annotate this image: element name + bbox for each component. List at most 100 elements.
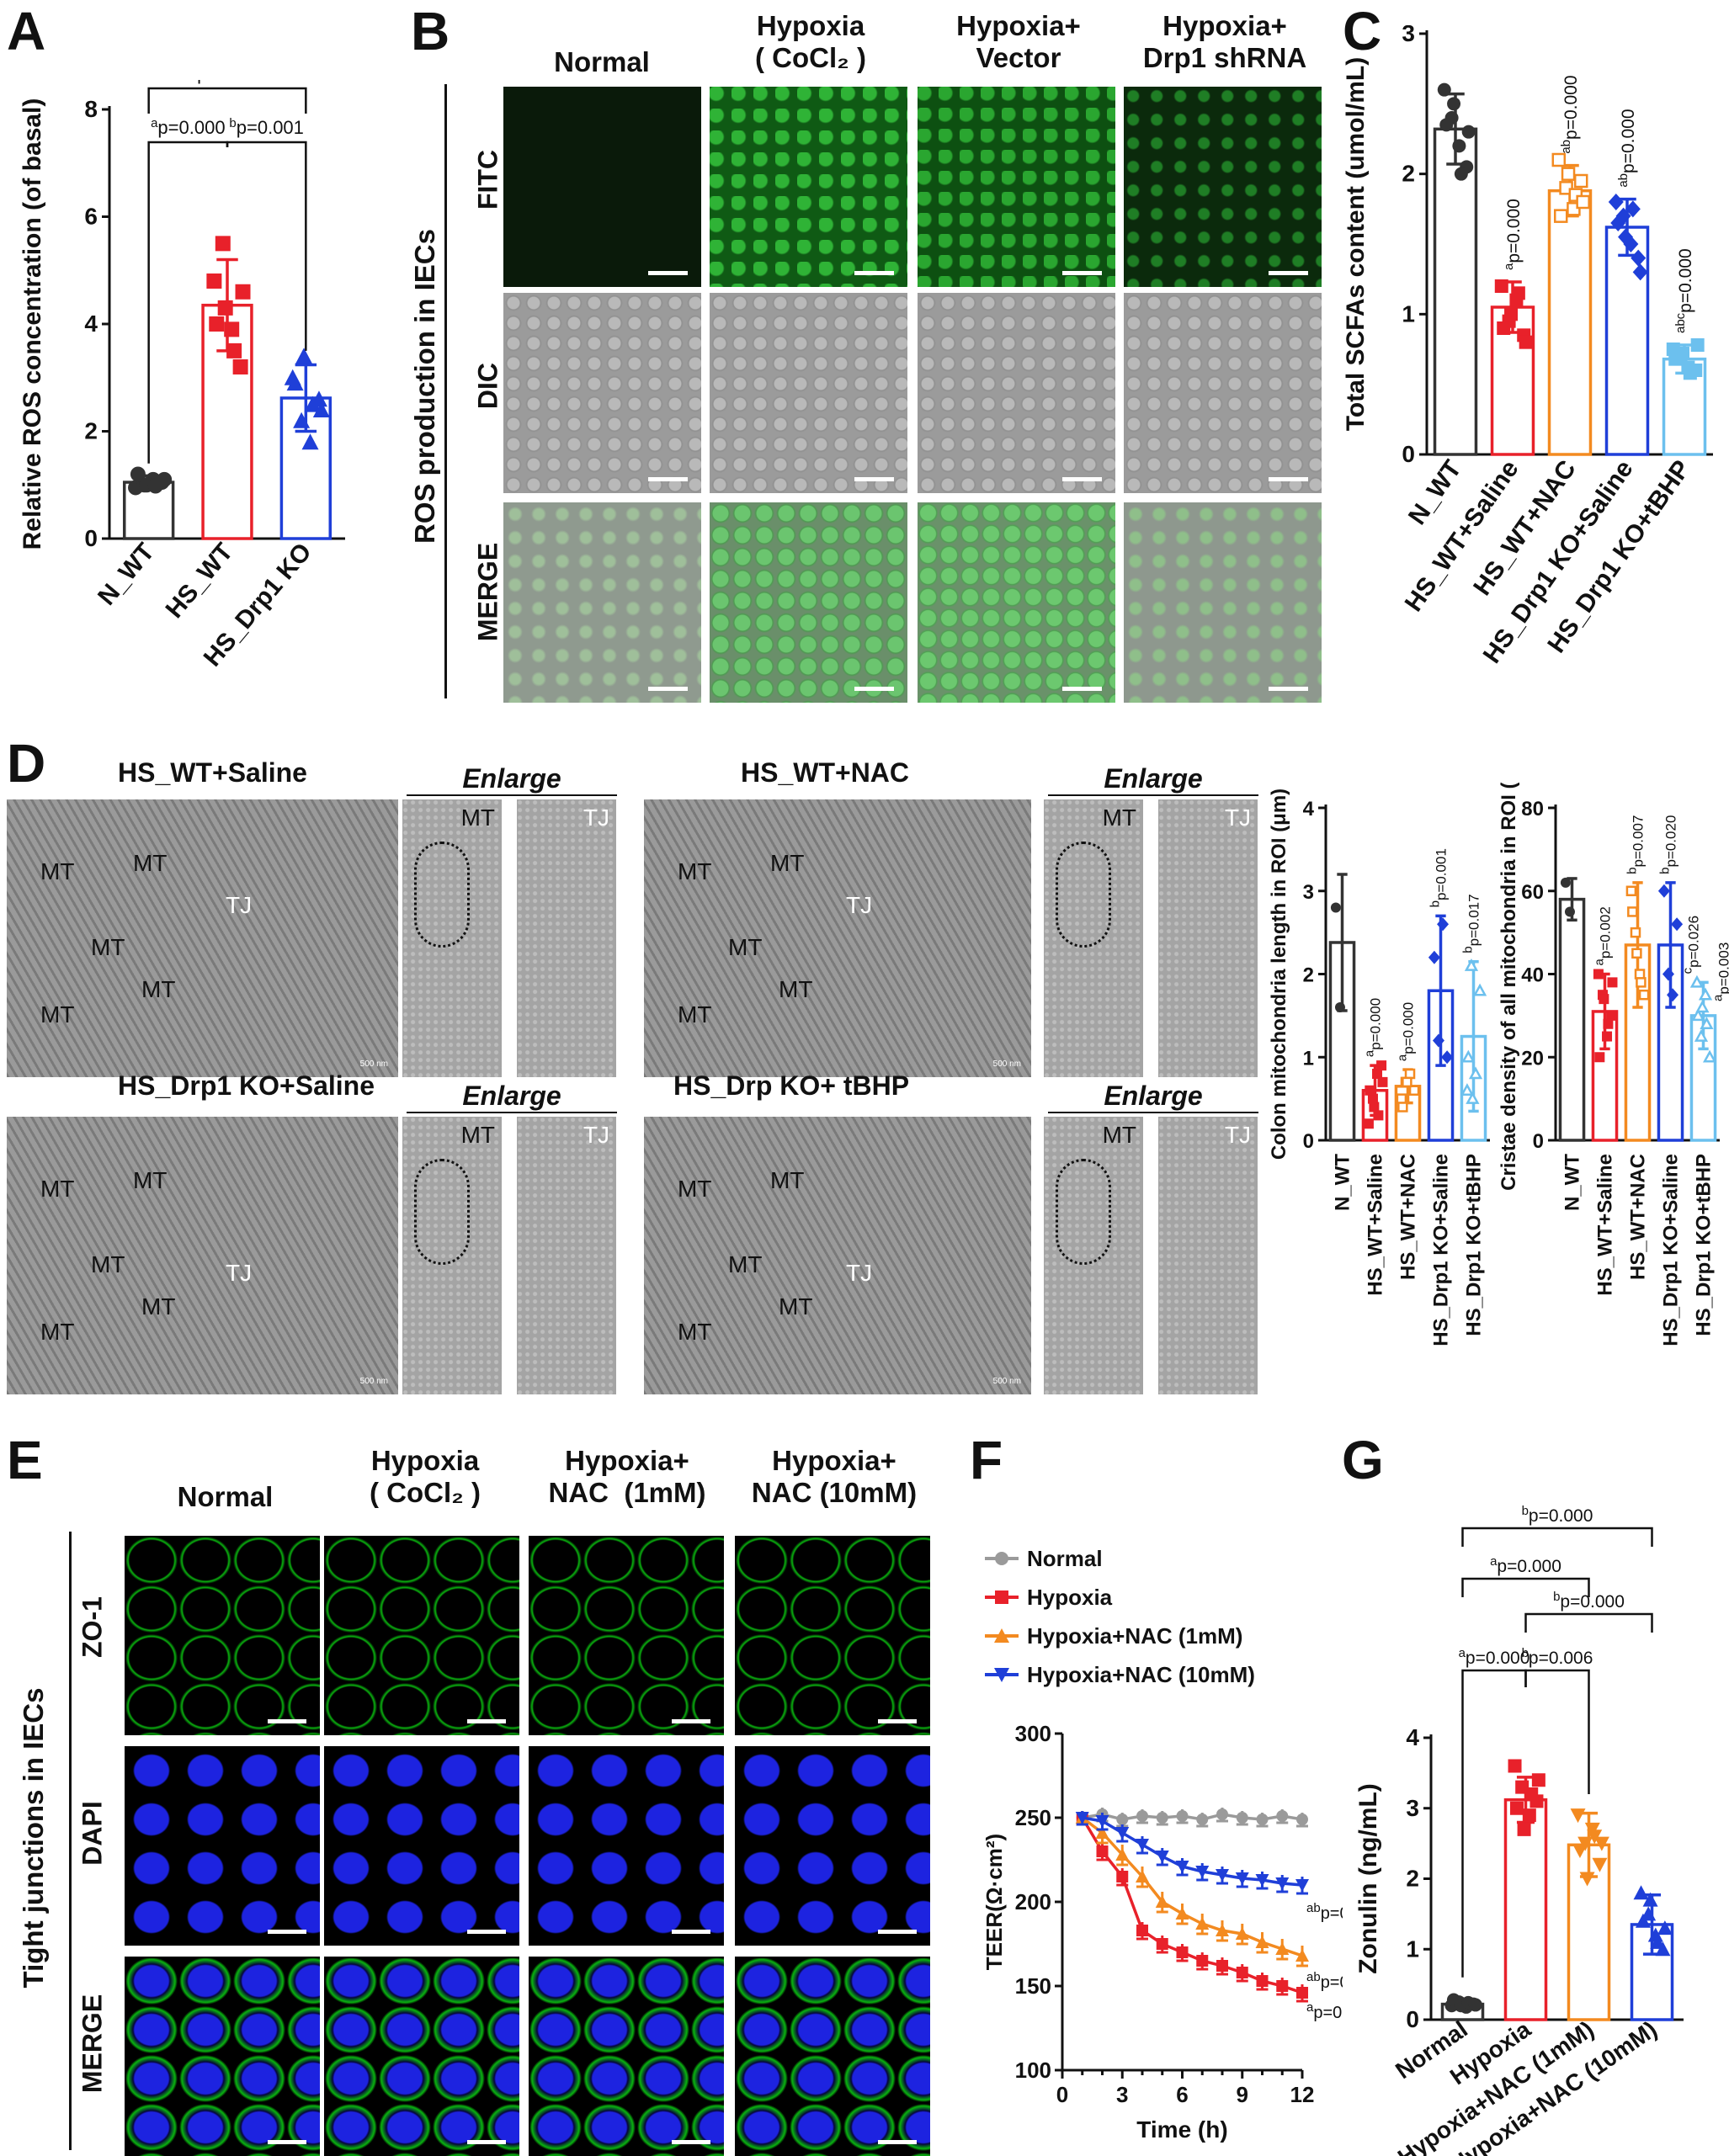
data-point [1363,1118,1374,1129]
data-point [1560,877,1571,888]
dapi-image [529,1746,724,1946]
tem-micrograph: MT MT MT MT MT TJ 500 nm [7,799,398,1077]
p-annotation: abcp=0.000 [1673,248,1696,333]
legend-marker [995,1552,1008,1565]
y-tick-label: 2 [1406,1866,1419,1892]
data-point [1276,1810,1289,1822]
data-point [1683,366,1697,380]
y-tick-label: 80 [1521,798,1544,820]
scale-bar [1269,271,1308,275]
data-point [1437,82,1451,97]
data-point [1632,263,1648,281]
data-point [301,433,319,450]
data-point [130,466,146,482]
data-point [1509,1801,1524,1815]
data-point [1441,1050,1454,1065]
data-point [1522,1808,1536,1823]
mt-label: MT [460,1122,495,1148]
data-point [1625,200,1641,218]
data-point [1650,1934,1666,1949]
dic-image [710,293,907,493]
y-tick-label: 2 [1303,964,1314,987]
tj-label: TJ [583,1122,609,1148]
tj-label: TJ [226,892,253,918]
data-point [1636,977,1647,988]
chart-f: 100 150 200 250 300 0 3 6 9 12 Time (h) TEER(Ω·cm²)… [982,1546,1343,2143]
fitc-image [710,87,907,287]
data-point [206,273,222,289]
p-annotation: bp=0.006 [1522,1646,1593,1669]
data-point [209,316,225,332]
data-point [1275,1942,1290,1955]
zo1-image [529,1536,724,1735]
row-label-merge-e: MERGE [77,1994,108,2094]
p-annotation: bp=0.000 [1553,1590,1625,1612]
series-line-1 [1081,1817,1303,1994]
mitochondria-outline [1056,1159,1111,1265]
scale-bar [878,1719,917,1723]
data-point [1602,1031,1613,1042]
data-point [1236,1967,1248,1978]
merge-image-e [735,1957,930,2156]
merge-image [918,502,1115,703]
y-tick-label: 2 [1402,161,1415,187]
scale-bar [268,2140,306,2144]
data-point [1635,1913,1651,1928]
legend-label: Hypoxia [1027,1585,1113,1610]
mt-label: MT [91,934,125,960]
y-tick-label: 0 [1406,2006,1419,2032]
y-tick-label: 60 [1521,881,1544,904]
y-tick-label: 150 [1015,1973,1051,1999]
mt-label: MT [133,1167,168,1193]
scale-bar [672,1930,710,1934]
mt-label: MT [779,1293,813,1320]
enlarge-mt-image: MT [1044,799,1143,1077]
data-point [1196,1955,1209,1967]
data-point [1694,1028,1709,1042]
data-point [1116,1871,1129,1883]
data-point [1452,139,1466,153]
data-point [1603,1018,1614,1029]
significance-bracket [1461,1527,1653,1547]
x-tick-label: 3 [1116,2082,1128,2107]
data-point [1216,1808,1228,1820]
mt-label: MT [678,858,712,884]
data-point [293,412,311,428]
data-point [1524,1787,1539,1801]
data-point [1606,1010,1617,1021]
data-point [1657,884,1670,898]
y-axis-label: Relative ROS concentration (of basal) [19,98,46,550]
data-point [1115,1848,1130,1861]
y-tick-label: 40 [1521,964,1544,987]
y-tick-label: 100 [1015,2058,1051,2083]
data-point [1075,1812,1089,1824]
p-annotation: abp=0.000 [1616,109,1639,187]
data-point [1553,209,1568,223]
data-point [1511,286,1525,300]
zo1-image [324,1536,519,1735]
p-annotation: ap=0.000 [151,116,225,139]
tem-title: HS_WT+Saline [118,757,307,788]
data-point [1136,1810,1148,1822]
significance-bracket [147,141,229,464]
tem-title: HS_Drp1 KO+Saline [118,1070,375,1101]
data-point [1689,974,1705,988]
mt-label: MT [770,850,805,876]
col-header-hypoxia-drp1: Hypoxia+ Drp1 shRNA [1142,10,1307,73]
significance-bracket [147,87,307,114]
data-point [1517,1822,1531,1836]
data-point [1295,1879,1309,1892]
data-point [1216,1924,1229,1936]
tj-label: TJ [1224,805,1251,831]
data-point [1461,125,1476,139]
scale-bar [648,687,688,691]
scale-bar [672,1719,710,1723]
data-point [1657,1920,1673,1936]
data-point [1096,1845,1109,1857]
data-point [1460,1083,1475,1096]
x-tick-label: HS_Drp1 KO+tBHP [1463,1154,1486,1336]
mt-label: MT [141,1293,176,1320]
data-point [286,374,304,391]
data-point [1432,1033,1444,1048]
